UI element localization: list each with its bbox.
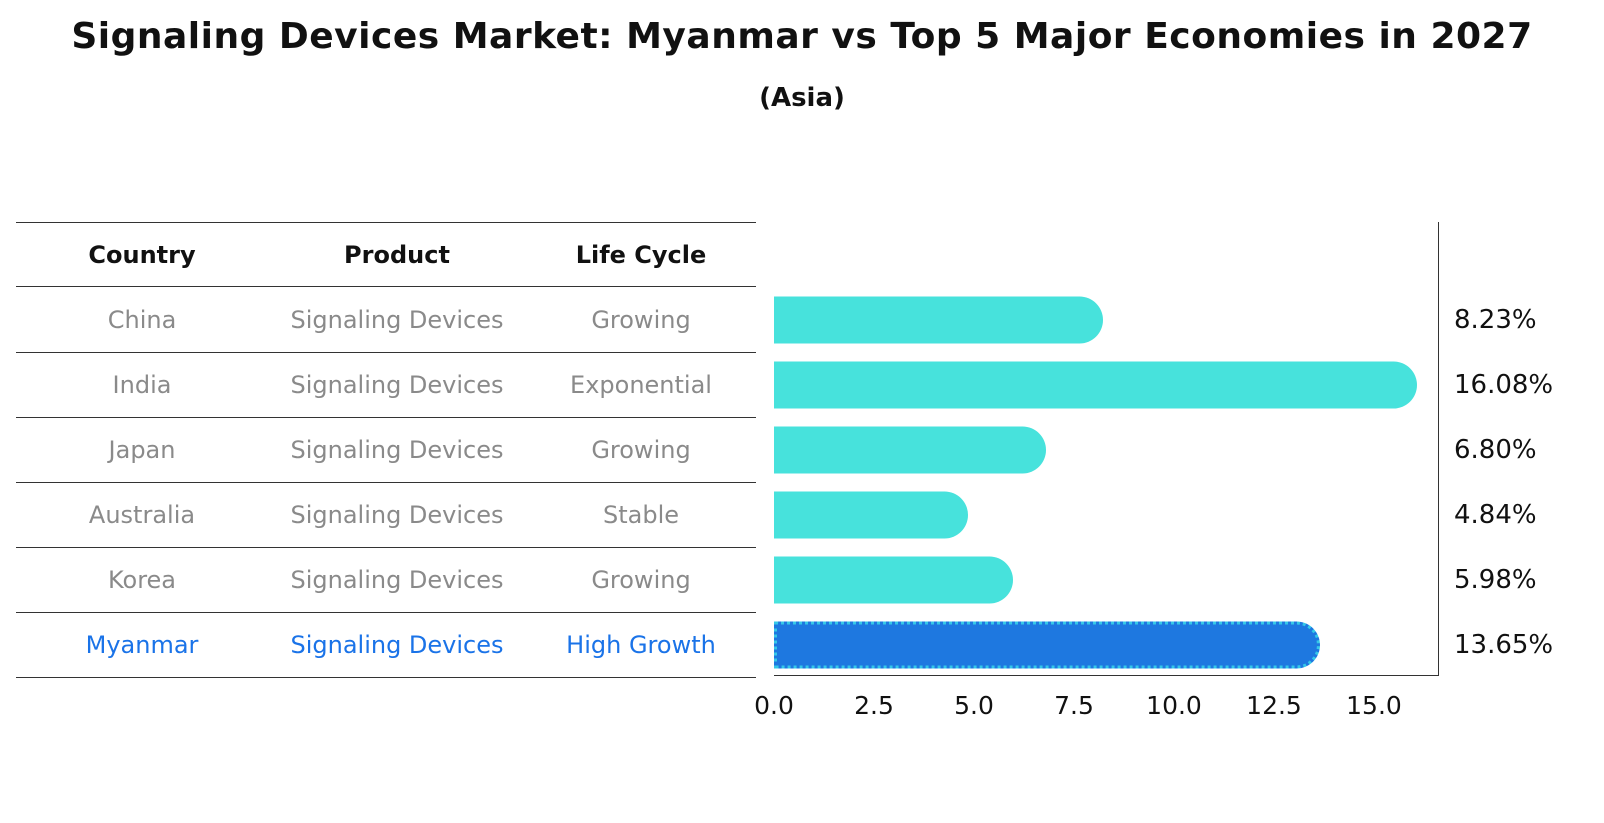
bar-australia: [774, 491, 968, 538]
life-cycle-cell: High Growth: [566, 630, 716, 659]
x-axis-tick: 7.5: [1054, 691, 1094, 720]
life-cycle-cell: Growing: [591, 435, 691, 464]
product-cell: Signaling Devices: [290, 305, 504, 334]
product-cell: Signaling Devices: [290, 565, 504, 594]
table-row: Australia Signaling Devices Stable 4.84%: [16, 482, 1588, 548]
product-cell: Signaling Devices: [290, 630, 504, 659]
value-label: 4.84%: [1454, 499, 1537, 530]
x-axis-tick: 2.5: [854, 691, 894, 720]
value-label: 8.23%: [1454, 304, 1537, 335]
country-cell: Korea: [107, 565, 177, 594]
life-cycle-cell: Growing: [591, 565, 691, 594]
country-cell: Myanmar: [85, 630, 199, 659]
value-label: 13.65%: [1454, 629, 1554, 660]
country-cell: China: [107, 305, 177, 334]
chart-table-area: Country Product Life Cycle China Signali…: [16, 222, 1588, 731]
column-header-country: Country: [88, 240, 196, 269]
bar-china: [774, 296, 1104, 343]
life-cycle-cell: Growing: [591, 305, 691, 334]
country-cell: Japan: [108, 435, 176, 464]
table-row: Korea Signaling Devices Growing 5.98%: [16, 547, 1588, 613]
life-cycle-cell: Exponential: [570, 370, 712, 399]
bar-korea: [774, 556, 1014, 603]
value-label: 16.08%: [1454, 369, 1554, 400]
bar-india: [774, 361, 1418, 408]
x-axis: 0.0 2.5 5.0 7.5 10.0 12.5 15.0: [16, 677, 1588, 731]
value-label: 6.80%: [1454, 434, 1537, 465]
table-row: Japan Signaling Devices Growing 6.80%: [16, 417, 1588, 483]
x-axis-tick: 5.0: [954, 691, 994, 720]
table-row: China Signaling Devices Growing 8.23%: [16, 287, 1588, 353]
x-axis-tick: 10.0: [1146, 691, 1202, 720]
x-axis-tick: 0.0: [754, 691, 794, 720]
country-cell: India: [112, 370, 172, 399]
column-header-life-cycle: Life Cycle: [575, 240, 707, 269]
x-axis-tick: 15.0: [1346, 691, 1402, 720]
bar-japan: [774, 426, 1046, 473]
life-cycle-cell: Stable: [602, 500, 680, 529]
country-cell: Australia: [88, 500, 196, 529]
value-label: 5.98%: [1454, 564, 1537, 595]
product-cell: Signaling Devices: [290, 435, 504, 464]
table-row-myanmar: Myanmar Signaling Devices High Growth 13…: [16, 612, 1588, 678]
table-row: India Signaling Devices Exponential 16.0…: [16, 352, 1588, 418]
page-subtitle: (Asia): [759, 83, 845, 113]
product-cell: Signaling Devices: [290, 500, 504, 529]
product-cell: Signaling Devices: [290, 370, 504, 399]
column-header-product: Product: [344, 240, 450, 269]
bar-myanmar: [774, 621, 1320, 668]
page-title: Signaling Devices Market: Myanmar vs Top…: [71, 16, 1533, 57]
x-axis-tick: 12.5: [1246, 691, 1302, 720]
table-header-row: Country Product Life Cycle: [16, 222, 1588, 287]
